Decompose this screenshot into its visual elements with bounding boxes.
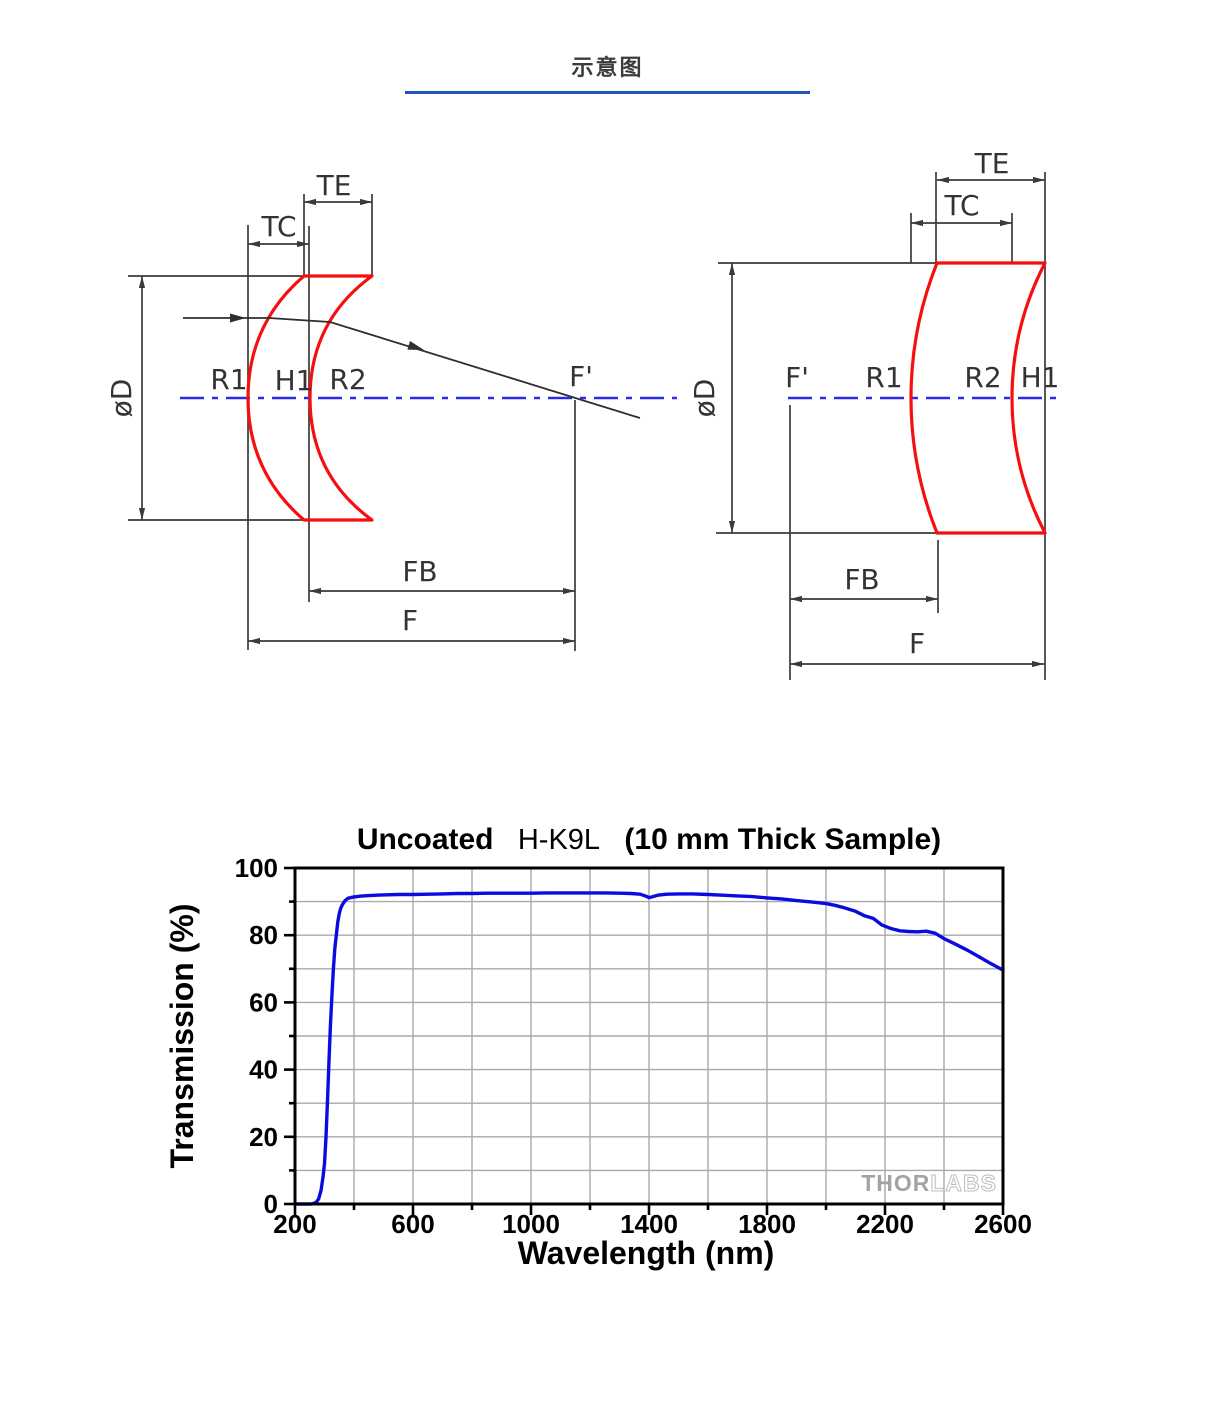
thorlabs-watermark: THORLABS [861, 1170, 997, 1196]
left-label-f-prime: F' [569, 360, 593, 393]
x-tick-label: 200 [273, 1209, 316, 1239]
right-label-r1: R1 [865, 361, 902, 394]
left-label-r1: R1 [210, 363, 247, 396]
y-tick-label: 100 [235, 853, 278, 883]
right-label-h1: H1 [1021, 361, 1060, 394]
watermark-thor: THOR [861, 1170, 930, 1196]
left-label-te: TE [316, 169, 352, 202]
x-tick-label: 1800 [738, 1209, 796, 1239]
axis-tick-labels: 200 600 1000 1400 1800 2200 2600 0 20 40 60 80 100 [235, 853, 1032, 1239]
right-label-f: F [909, 627, 925, 660]
right-label-r2: R2 [964, 361, 1001, 394]
left-label-h1: H1 [275, 364, 314, 397]
left-label-phi-d: øD [105, 379, 138, 418]
y-tick-label: 40 [249, 1055, 278, 1085]
chart-gridlines [295, 868, 1003, 1204]
watermark-labs: LABS [930, 1170, 997, 1196]
transmission-curve [293, 891, 1005, 1206]
left-lens-diagram: TE TC R1 H1 R2 F' øD FB F [105, 169, 677, 651]
right-label-fb: FB [844, 563, 879, 596]
x-tick-label: 1000 [502, 1209, 560, 1239]
axis-ticks [284, 866, 1005, 1215]
ray-arrow-out [407, 340, 424, 350]
x-axis-label: Wavelength (nm) [518, 1235, 775, 1271]
curve-polyline [293, 891, 1005, 1206]
page-title: 示意图 [571, 56, 644, 81]
right-label-te: TE [974, 147, 1010, 180]
y-tick-label: 20 [249, 1122, 278, 1152]
y-axis-label: Transmission (%) [164, 904, 200, 1169]
left-label-r2: R2 [329, 363, 366, 396]
left-construction-lines [128, 194, 576, 651]
chart-title: Uncoated H-K9L (10 mm Thick Sample) [357, 823, 941, 856]
left-label-fb: FB [402, 555, 437, 588]
left-dimension-lines [138, 198, 575, 645]
title-underline [405, 91, 810, 94]
chart-title-prefix: Uncoated [357, 823, 494, 856]
right-lens-outline [909, 261, 1047, 535]
left-ray-trace [183, 313, 641, 419]
lens-schematics: TE TC R1 H1 R2 F' øD FB F [105, 147, 1059, 680]
section-header: 示意图 [405, 50, 810, 94]
chart-title-suffix: (10 mm Thick Sample) [624, 823, 941, 856]
x-tick-label: 2600 [974, 1209, 1032, 1239]
right-label-tc: TC [943, 189, 979, 222]
y-tick-label: 60 [249, 987, 278, 1017]
right-construction-lines [716, 172, 1046, 680]
transmission-chart: Uncoated H-K9L (10 mm Thick Sample) THOR… [164, 823, 1032, 1271]
ray-arrow-in [230, 313, 246, 323]
x-tick-label: 1400 [620, 1209, 678, 1239]
right-dimension-lines [728, 176, 1045, 668]
x-tick-label: 600 [391, 1209, 434, 1239]
right-lens-diagram: TE TC F' R1 R2 H1 øD FB F [688, 147, 1059, 680]
right-label-f-prime: F' [785, 361, 809, 394]
y-tick-label: 80 [249, 920, 278, 950]
left-label-f: F [402, 604, 418, 637]
chart-title-material: H-K9L [518, 824, 600, 856]
left-lens-outline [246, 274, 374, 522]
x-tick-label: 2200 [856, 1209, 914, 1239]
left-label-tc: TC [260, 210, 296, 243]
right-label-phi-d: øD [688, 379, 721, 418]
y-tick-label: 0 [264, 1189, 278, 1219]
